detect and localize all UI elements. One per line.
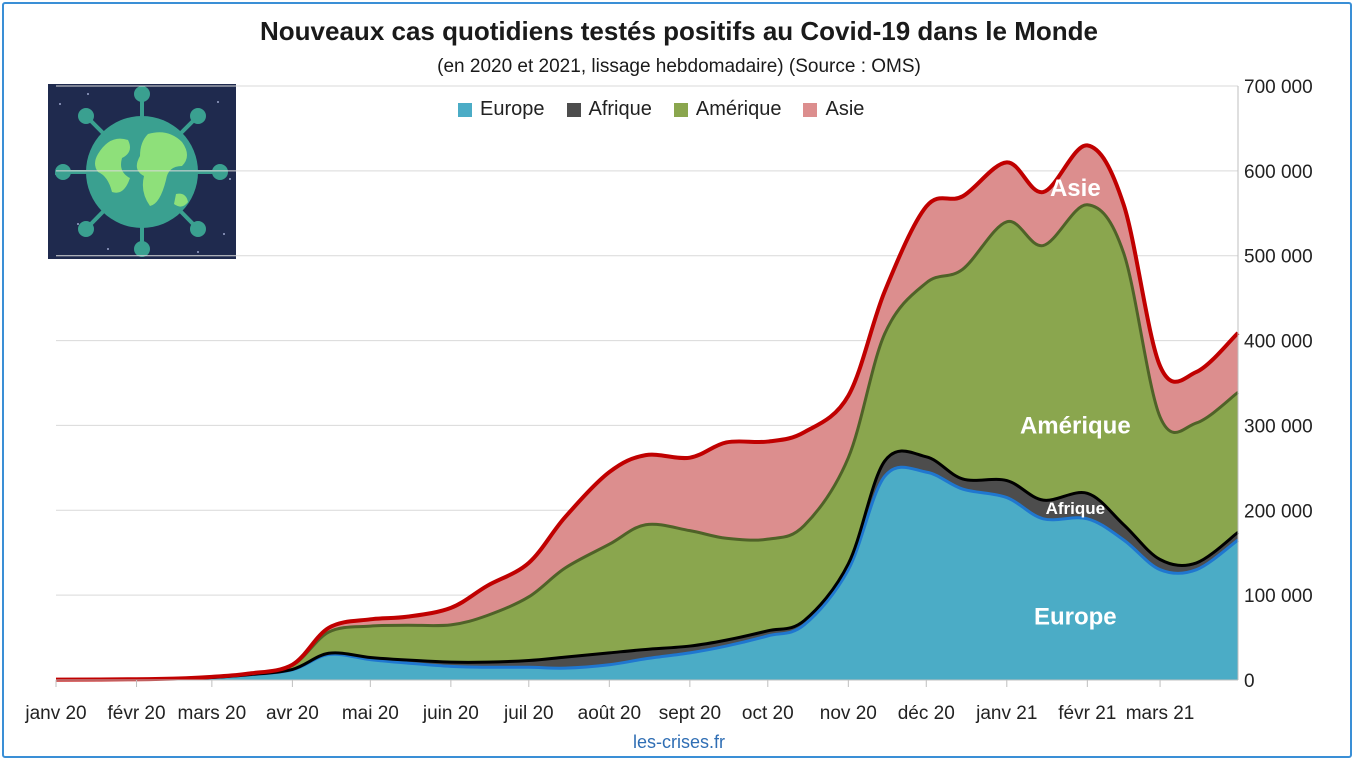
legend-label-afrique: Afrique (588, 98, 652, 120)
legend-label-amerique: Amérique (695, 98, 782, 120)
chart-legend: Europe Afrique Amérique Asie (458, 98, 864, 121)
legend-item-europe: Europe (458, 98, 545, 121)
legend-item-amerique: Amérique (673, 98, 782, 121)
legend-swatch-afrique (566, 102, 581, 117)
virus-globe-icon (48, 84, 236, 259)
source-credit: les-crises.fr (632, 732, 725, 752)
legend-label-asie: Asie (825, 98, 865, 120)
legend-item-asie: Asie (803, 98, 864, 121)
legend-swatch-asie (803, 102, 818, 117)
legend-label-europe: Europe (480, 98, 545, 120)
chart-title: Nouveaux cas quotidiens testés positifs … (260, 16, 1098, 46)
legend-item-afrique: Afrique (566, 98, 652, 121)
chart-subtitle: (en 2020 et 2021, lissage hebdomadaire) … (437, 56, 921, 77)
legend-swatch-amerique (673, 102, 688, 117)
legend-swatch-europe (458, 102, 472, 117)
